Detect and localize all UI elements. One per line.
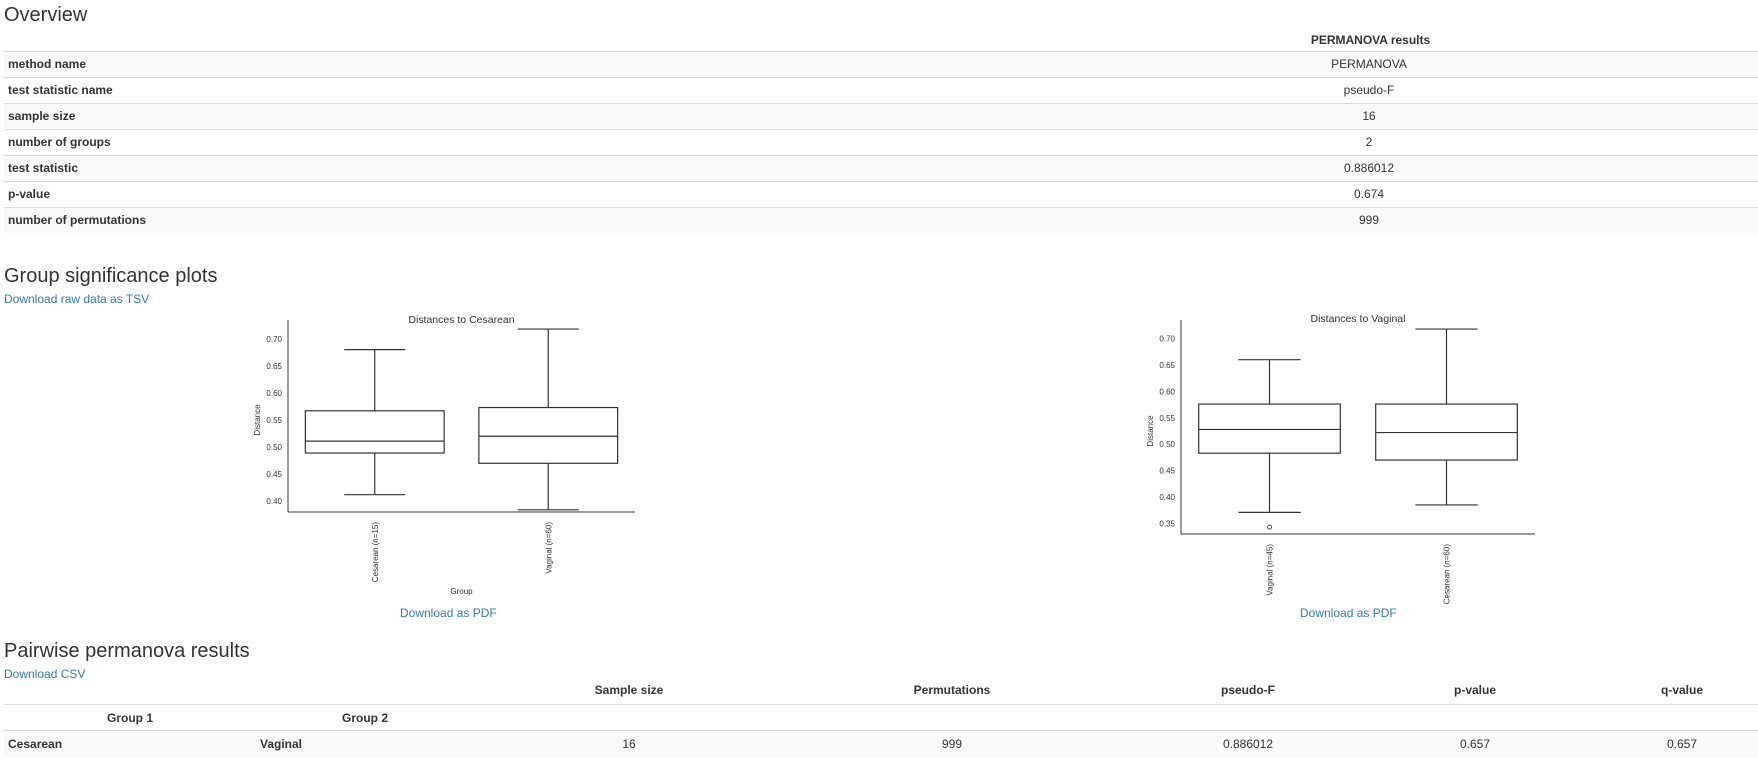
y-tick-label: 0.65 — [266, 362, 282, 371]
box-iqr — [1198, 403, 1341, 454]
x-tick-label: Cesarean (n=15) — [371, 522, 380, 583]
y-tick-label: 0.60 — [266, 389, 282, 398]
download-tsv-link[interactable]: Download raw data as TSV — [4, 292, 150, 306]
download-csv-link[interactable]: Download CSV — [4, 667, 86, 681]
y-tick-label: 0.45 — [1159, 467, 1175, 476]
row-label: method name — [4, 50, 804, 77]
y-tick-label: 0.35 — [1159, 519, 1175, 528]
cell-q-value: 0.657 — [1666, 737, 1698, 751]
table-row: p-value 0.674 — [4, 180, 1758, 207]
table-divider — [4, 730, 1758, 731]
download-pdf-link-cesarean[interactable]: Download as PDF — [400, 606, 497, 620]
header-group-2: Group 2 — [341, 711, 389, 725]
row-value: 16 — [804, 102, 1758, 129]
overview-heading: Overview — [4, 4, 88, 26]
header-pseudo-f: pseudo-F — [1221, 683, 1275, 697]
header-group-1: Group 1 — [106, 711, 154, 725]
boxplot-cesarean-svg: Distances to Cesarean 0.40 0.45 0.50 0.55 0.6… — [253, 314, 635, 596]
download-pdf-link-vaginal[interactable]: Download as PDF — [1300, 606, 1397, 620]
y-tick-label: 0.40 — [266, 497, 282, 506]
table-row: method name PERMANOVA — [4, 50, 1758, 77]
pairwise-heading: Pairwise permanova results — [4, 640, 250, 662]
cell-sample-size: 16 — [622, 737, 636, 751]
table-header-empty — [4, 30, 804, 51]
row-label: test statistic name — [4, 76, 804, 103]
row-value: pseudo-F — [804, 76, 1758, 103]
box-iqr — [1375, 403, 1518, 461]
y-axis-label: Distance — [253, 404, 262, 436]
row-value: 0.674 — [804, 180, 1758, 207]
header-sample-size: Sample size — [594, 683, 664, 697]
table-divider — [4, 704, 1758, 705]
boxplot-vaginal-svg: Distances to Vaginal 0.35 0.40 0.45 0.50 0.55… — [1146, 313, 1535, 605]
y-tick-label: 0.40 — [1159, 493, 1175, 502]
boxplot-cesarean: Distances to Cesarean 0.40 0.45 0.50 0.55 0.6… — [230, 308, 650, 608]
table-row: number of permutations 999 — [4, 206, 1758, 233]
y-tick-label: 0.55 — [266, 416, 282, 425]
table-row — [4, 731, 1758, 757]
y-tick-label: 0.50 — [266, 443, 282, 452]
chart-title: Distances to Vaginal — [1311, 313, 1406, 325]
permanova-results-table: PERMANOVA results method name PERMANOVA … — [4, 30, 1758, 233]
cell-p-value: 0.657 — [1459, 737, 1491, 751]
row-value: 2 — [804, 128, 1758, 155]
cell-pseudo-f: 0.886012 — [1222, 737, 1274, 751]
row-value: PERMANOVA — [804, 50, 1758, 77]
x-tick-label: Vaginal (n=60) — [544, 522, 553, 574]
row-label: sample size — [4, 102, 804, 129]
box-iqr — [304, 410, 445, 454]
table-row: test statistic name pseudo-F — [4, 76, 1758, 103]
table-header-permanova: PERMANOVA results — [1310, 33, 1431, 48]
row-label: test statistic — [4, 154, 804, 181]
table-row: sample size 16 — [4, 102, 1758, 129]
y-tick-label: 0.70 — [1159, 335, 1175, 344]
cell-group2: Vaginal — [260, 737, 303, 751]
row-value: 999 — [804, 206, 1758, 233]
outlier-point — [1267, 524, 1272, 530]
row-label: number of permutations — [4, 206, 804, 233]
y-tick-label: 0.65 — [1159, 361, 1175, 370]
group-significance-heading: Group significance plots — [4, 265, 218, 287]
header-p-value: p-value — [1453, 683, 1497, 697]
cell-permutations: 999 — [941, 737, 963, 751]
row-label: number of groups — [4, 128, 804, 155]
y-tick-label: 0.50 — [1159, 440, 1175, 449]
box-iqr — [478, 406, 619, 464]
row-value: 0.886012 — [804, 154, 1758, 181]
y-tick-label: 0.60 — [1159, 387, 1175, 396]
y-tick-label: 0.55 — [1159, 414, 1175, 423]
y-tick-label: 0.45 — [266, 470, 282, 479]
table-row: test statistic 0.886012 — [4, 154, 1758, 181]
x-axis-label: Group — [450, 587, 473, 596]
y-axis-label: Distance — [1146, 415, 1155, 447]
row-label: p-value — [4, 180, 804, 207]
header-q-value: q-value — [1660, 683, 1704, 697]
x-tick-label: Vaginal (n=45) — [1266, 544, 1275, 596]
chart-title: Distances to Cesarean — [408, 314, 514, 326]
header-permutations: Permutations — [913, 683, 991, 697]
cell-group1: Cesarean — [8, 737, 63, 751]
x-tick-label: Cesarean (n=60) — [1443, 544, 1452, 605]
table-row: number of groups 2 — [4, 128, 1758, 155]
y-tick-label: 0.70 — [266, 335, 282, 344]
boxplot-vaginal: Distances to Vaginal 0.35 0.40 0.45 0.50 0.55… — [1130, 308, 1550, 608]
